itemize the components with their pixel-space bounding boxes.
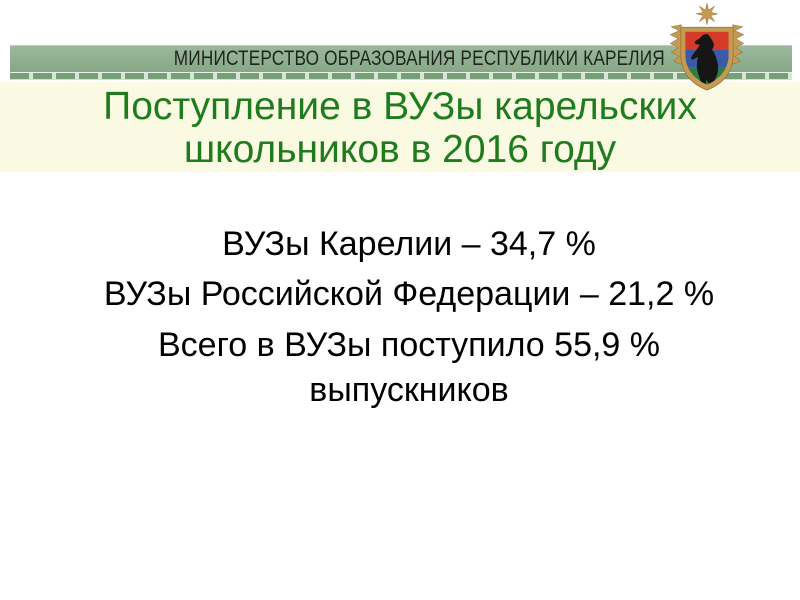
slide-title: Поступление в ВУЗы карельских школьников…	[0, 82, 800, 171]
header-bar: МИНИСТЕРСТВО ОБРАЗОВАНИЯ РЕСПУБЛИКИ КАРЕ…	[10, 45, 792, 72]
slide-body: ВУЗы Карелии – 34,7 % ВУЗы Российской Фе…	[0, 219, 800, 413]
title-band: Поступление в ВУЗы карельских школьников…	[0, 82, 800, 172]
title-line-1: Поступление в ВУЗы карельских	[103, 85, 697, 128]
karelia-coat-of-arms-icon	[665, 1, 749, 92]
header-dashed-divider	[10, 72, 792, 80]
stat-total-enrolled: Всего в ВУЗы поступило 55,9 % выпускнико…	[157, 326, 661, 409]
stat-russia-universities: ВУЗы Российской Федерации – 21,2 %	[103, 275, 715, 313]
stat-karelia-universities: ВУЗы Карелии – 34,7 %	[222, 225, 596, 263]
title-line-2: школьников в 2016 году	[183, 128, 617, 171]
ministry-label: МИНИСТЕРСТВО ОБРАЗОВАНИЯ РЕСПУБЛИКИ КАРЕ…	[173, 47, 665, 70]
